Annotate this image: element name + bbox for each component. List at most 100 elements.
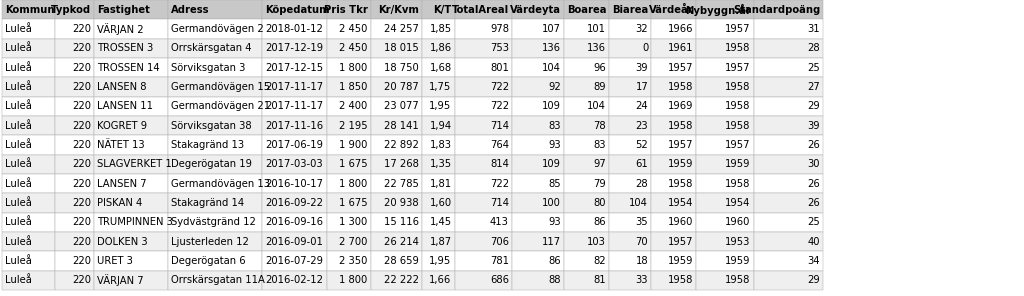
Bar <box>564 251 609 271</box>
Bar <box>168 19 262 39</box>
Text: URET 3: URET 3 <box>97 256 133 266</box>
Text: Luleå: Luleå <box>5 179 32 189</box>
Bar <box>609 232 651 251</box>
Text: 2 195: 2 195 <box>339 121 368 131</box>
Bar <box>609 193 651 213</box>
Bar <box>327 58 371 77</box>
Text: 220: 220 <box>72 82 91 92</box>
Bar <box>55 135 94 155</box>
Text: 2016-10-17: 2016-10-17 <box>265 179 324 189</box>
Bar <box>327 155 371 174</box>
Text: SLAGVERKET 1: SLAGVERKET 1 <box>97 159 172 169</box>
Bar <box>696 174 754 193</box>
Text: Luleå: Luleå <box>5 121 32 131</box>
Text: 1 675: 1 675 <box>339 159 368 169</box>
Text: Köpedatum: Köpedatum <box>265 5 330 15</box>
Bar <box>422 77 455 97</box>
Text: 220: 220 <box>72 198 91 208</box>
Bar <box>754 58 823 77</box>
Bar <box>696 155 754 174</box>
Text: 24: 24 <box>636 101 648 111</box>
Text: 136: 136 <box>542 43 561 53</box>
Text: 220: 220 <box>72 101 91 111</box>
Text: 1,35: 1,35 <box>429 159 452 169</box>
Bar <box>512 19 564 39</box>
Bar <box>168 174 262 193</box>
Text: 2017-11-17: 2017-11-17 <box>265 82 324 92</box>
Text: Degerögatan 6: Degerögatan 6 <box>171 256 246 266</box>
Text: 78: 78 <box>594 121 606 131</box>
Bar <box>564 193 609 213</box>
Bar <box>168 193 262 213</box>
Text: Orrskärsgatan 11A: Orrskärsgatan 11A <box>171 275 265 285</box>
Bar <box>327 135 371 155</box>
Bar <box>168 251 262 271</box>
Text: DOLKEN 3: DOLKEN 3 <box>97 237 147 247</box>
Bar <box>651 251 696 271</box>
Bar <box>455 116 512 135</box>
Bar <box>455 232 512 251</box>
Text: 2017-12-15: 2017-12-15 <box>265 63 324 73</box>
Text: 1958: 1958 <box>725 275 751 285</box>
Bar <box>564 39 609 58</box>
Bar <box>2 39 55 58</box>
Text: Adress: Adress <box>171 5 210 15</box>
Text: 1957: 1957 <box>668 237 693 247</box>
Text: 1,68: 1,68 <box>429 63 452 73</box>
Bar <box>609 271 651 290</box>
Bar <box>754 0 823 19</box>
Bar <box>327 251 371 271</box>
Text: 34: 34 <box>808 256 820 266</box>
Text: Luleå: Luleå <box>5 275 32 285</box>
Text: 722: 722 <box>489 101 509 111</box>
Text: Värdeår: Värdeår <box>648 5 693 15</box>
Bar <box>512 77 564 97</box>
Bar <box>55 116 94 135</box>
Bar <box>564 174 609 193</box>
Bar <box>754 213 823 232</box>
Bar <box>754 174 823 193</box>
Bar <box>455 39 512 58</box>
Bar <box>609 39 651 58</box>
Text: 1 800: 1 800 <box>339 275 368 285</box>
Bar <box>512 39 564 58</box>
Text: 2016-09-22: 2016-09-22 <box>265 198 324 208</box>
Bar <box>262 232 327 251</box>
Bar <box>2 232 55 251</box>
Text: 714: 714 <box>489 121 509 131</box>
Text: 86: 86 <box>549 256 561 266</box>
Bar <box>371 271 422 290</box>
Text: 109: 109 <box>542 101 561 111</box>
Text: 2 400: 2 400 <box>339 101 368 111</box>
Text: VÄRJAN 7: VÄRJAN 7 <box>97 274 144 286</box>
Bar <box>94 193 168 213</box>
Text: Biarea: Biarea <box>612 5 648 15</box>
Text: 88: 88 <box>549 275 561 285</box>
Text: 93: 93 <box>549 140 561 150</box>
Bar <box>371 193 422 213</box>
Bar <box>696 58 754 77</box>
Text: 2017-11-17: 2017-11-17 <box>265 101 324 111</box>
Bar <box>55 77 94 97</box>
Bar <box>422 135 455 155</box>
Bar <box>371 77 422 97</box>
Bar <box>371 251 422 271</box>
Text: 100: 100 <box>543 198 561 208</box>
Bar <box>327 213 371 232</box>
Bar <box>327 97 371 116</box>
Text: 26: 26 <box>808 179 820 189</box>
Text: 52: 52 <box>636 140 648 150</box>
Text: Kr/Kvm: Kr/Kvm <box>378 5 419 15</box>
Text: 31: 31 <box>808 24 820 34</box>
Bar <box>55 213 94 232</box>
Text: LANSEN 8: LANSEN 8 <box>97 82 146 92</box>
Bar <box>2 77 55 97</box>
Bar <box>754 39 823 58</box>
Text: 136: 136 <box>587 43 606 53</box>
Bar <box>422 271 455 290</box>
Bar <box>55 193 94 213</box>
Text: 1960: 1960 <box>668 217 693 227</box>
Bar <box>168 77 262 97</box>
Text: 2016-09-16: 2016-09-16 <box>265 217 324 227</box>
Text: 28: 28 <box>808 43 820 53</box>
